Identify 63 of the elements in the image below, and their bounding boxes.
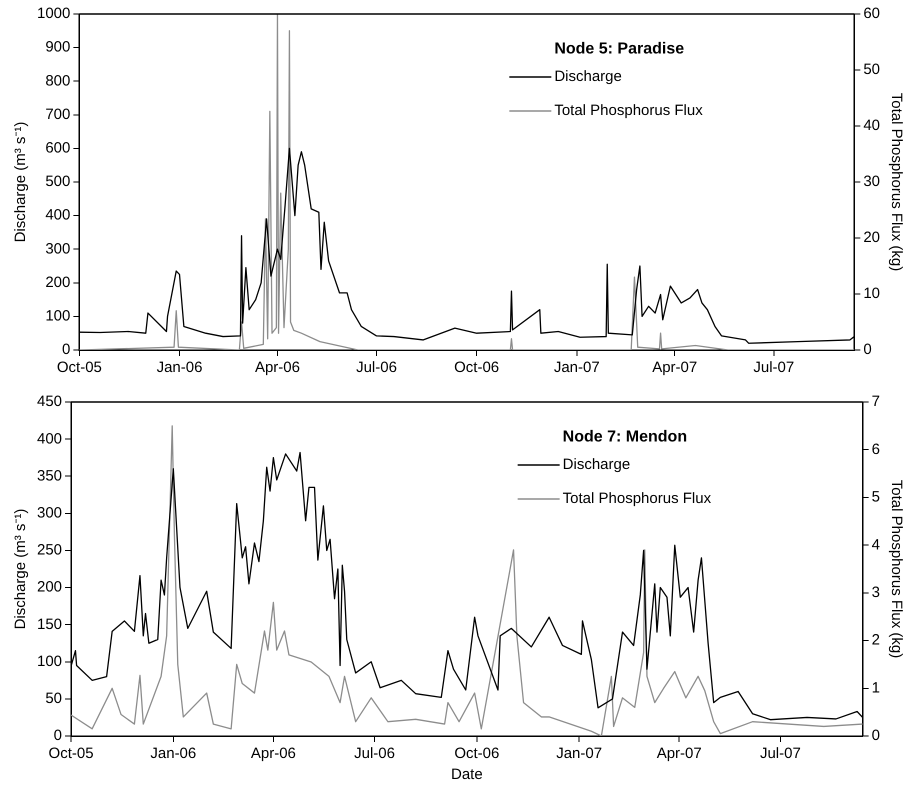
- y-tick-label: 900: [45, 38, 70, 56]
- x-tick-label: Jul-06: [356, 359, 397, 376]
- y-tick-label: 300: [45, 240, 70, 258]
- x-tick-label: Jan-07: [556, 745, 602, 762]
- x-tick-label: Jul-07: [760, 745, 801, 762]
- y-tick-label: 350: [36, 467, 62, 484]
- x-tick-label: Oct-05: [56, 359, 102, 376]
- y-tick-label: 100: [36, 652, 62, 670]
- legend-label: Total Phosphorus Flux: [554, 102, 704, 120]
- x-tick-label: Apr-06: [254, 359, 300, 376]
- y-tick-label: 450: [36, 393, 62, 410]
- y2-tick-label: 6: [872, 440, 880, 458]
- y-tick-label: 400: [36, 430, 62, 448]
- x-tick-label: Apr-07: [656, 745, 702, 762]
- legend-label: Total Phosphorus Flux: [562, 490, 712, 508]
- y2-tick-label: 50: [863, 61, 880, 78]
- y2-tick-label: 0: [872, 727, 880, 744]
- x-tick-label: Jan-06: [150, 745, 196, 762]
- y-tick-label: 400: [45, 206, 70, 224]
- x-tick-label: Apr-07: [652, 359, 698, 376]
- y-tick-label: 100: [45, 308, 70, 325]
- legend-label: Discharge: [562, 456, 630, 474]
- y-tick-label: 200: [45, 274, 70, 291]
- y-tick-label: 300: [36, 504, 62, 522]
- legend-title: Node 5: Paradise: [554, 40, 684, 58]
- y-tick-label: 0: [54, 727, 62, 744]
- x-axis-title: Date: [451, 766, 483, 784]
- x-tick-label: Apr-06: [250, 745, 296, 762]
- y2-tick-label: 30: [863, 173, 880, 190]
- y2-tick-label: 0: [863, 341, 872, 358]
- x-tick-label: Oct-06: [454, 745, 500, 762]
- y2-tick-label: 5: [872, 488, 880, 506]
- y2-tick-label: 4: [872, 536, 880, 554]
- y-tick-label: 0: [62, 341, 70, 358]
- y-axis-title: Discharge (m³ s⁻¹): [12, 508, 30, 630]
- legend-label: Discharge: [554, 68, 622, 86]
- y2-tick-label: 10: [863, 285, 880, 302]
- y-tick-label: 500: [45, 173, 70, 190]
- y-tick-label: 800: [45, 72, 70, 90]
- x-tick-label: Jul-06: [354, 745, 395, 762]
- y-axis-title: Discharge (m³ s⁻¹): [12, 122, 30, 242]
- y2-tick-label: 7: [872, 393, 880, 410]
- legend-title: Node 7: Mendon: [562, 428, 688, 446]
- y2-tick-label: 2: [872, 632, 880, 649]
- x-tick-label: Jan-06: [156, 359, 202, 376]
- x-tick-label: Jan-07: [554, 359, 600, 376]
- y2-tick-label: 40: [863, 117, 880, 134]
- y2-tick-label: 60: [863, 5, 880, 22]
- y-tick-label: 200: [36, 578, 62, 596]
- y-tick-label: 150: [36, 616, 62, 633]
- x-tick-label: Jul-07: [753, 359, 794, 376]
- y2-tick-label: 20: [863, 229, 880, 246]
- y2-axis-title: Total Phosphorus Flux (kg): [888, 92, 905, 272]
- y-tick-label: 700: [45, 106, 70, 123]
- x-tick-label: Oct-06: [454, 359, 500, 376]
- y-tick-label: 1000: [36, 5, 70, 22]
- y-tick-label: 50: [45, 690, 62, 708]
- y2-axis-title: Total Phosphorus Flux (kg): [888, 480, 905, 658]
- y-tick-label: 250: [36, 542, 62, 559]
- x-tick-label: Oct-05: [48, 745, 94, 762]
- y-tick-label: 600: [45, 140, 70, 157]
- y2-tick-label: 3: [872, 584, 880, 601]
- y2-tick-label: 1: [872, 679, 880, 696]
